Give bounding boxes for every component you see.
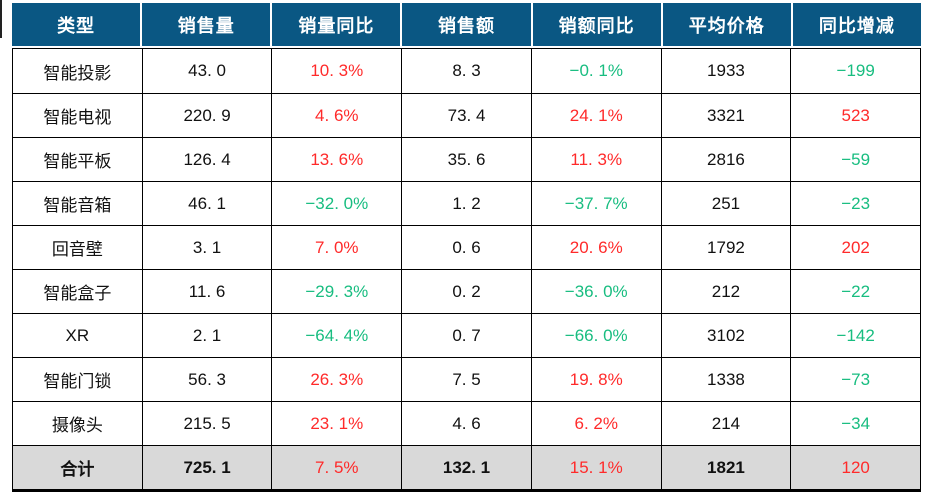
cell-yoy-change: −199 bbox=[790, 49, 920, 93]
table-total-row: 合计 725. 1 7. 5% 132. 1 15. 1% 1821 120 bbox=[13, 445, 920, 489]
table-row: 智能音箱 46. 1 −32. 0% 1. 2 −37. 7% 251 −23 bbox=[13, 181, 920, 225]
header-cell-avg-price: 平均价格 bbox=[660, 3, 791, 46]
header-cell-sales-volume: 销售量 bbox=[140, 3, 270, 46]
header-cell-amount-yoy: 销额同比 bbox=[530, 3, 661, 46]
table-row: 智能电视 220. 9 4. 6% 73. 4 24. 1% 3321 523 bbox=[13, 93, 920, 137]
cell-amount-yoy: 11. 3% bbox=[530, 138, 661, 181]
cell-sales-volume: 11. 6 bbox=[141, 270, 272, 313]
cell-sales-volume: 43. 0 bbox=[141, 49, 272, 93]
cell-sales-volume: 56. 3 bbox=[141, 358, 272, 401]
cell-volume-yoy: −29. 3% bbox=[271, 270, 401, 313]
cell-sales-volume: 3. 1 bbox=[141, 226, 272, 269]
cell-sales-amount: 73. 4 bbox=[401, 94, 531, 137]
cell-type: 智能平板 bbox=[43, 152, 112, 171]
cell-yoy-change: −23 bbox=[790, 182, 920, 225]
cell-sales-amount: 4. 6 bbox=[401, 402, 531, 445]
header-cell-sales-amount: 销售额 bbox=[400, 3, 530, 46]
table-row: XR 2. 1 −64. 4% 0. 7 −66. 0% 3102 −142 bbox=[13, 313, 920, 357]
cell-yoy-change: −142 bbox=[790, 314, 920, 357]
cell-type: 摄像头 bbox=[51, 416, 103, 435]
sales-data-table: 类型 销售量 销量同比 销售额 销额同比 平均价格 同比增减 智能投影 43. … bbox=[12, 3, 921, 492]
cell-avg-price: 212 bbox=[660, 270, 791, 313]
cell-avg-price: 2816 bbox=[660, 138, 791, 181]
table-header-row: 类型 销售量 销量同比 销售额 销额同比 平均价格 同比增减 bbox=[12, 3, 921, 46]
cell-volume-yoy: 7. 0% bbox=[271, 226, 401, 269]
header-cell-type: 类型 bbox=[57, 15, 96, 36]
left-edge-artifact bbox=[0, 0, 2, 38]
cell-avg-price: 1792 bbox=[660, 226, 791, 269]
cell-amount-yoy: −66. 0% bbox=[530, 314, 661, 357]
cell-yoy-change: 120 bbox=[790, 446, 920, 489]
table-row: 智能投影 43. 0 10. 3% 8. 3 −0. 1% 1933 −199 bbox=[13, 49, 920, 93]
cell-type: 智能音箱 bbox=[43, 196, 112, 215]
cell-type: 智能投影 bbox=[43, 63, 112, 83]
cell-sales-amount: 7. 5 bbox=[401, 358, 531, 401]
cell-sales-amount: 0. 2 bbox=[401, 270, 531, 313]
cell-sales-amount: 8. 3 bbox=[401, 49, 531, 93]
cell-volume-yoy: 7. 5% bbox=[271, 446, 401, 489]
cell-volume-yoy: −64. 4% bbox=[271, 314, 401, 357]
cell-type: 智能门锁 bbox=[43, 372, 112, 391]
cell-type: 合计 bbox=[60, 460, 95, 479]
header-cell-yoy-change: 同比增减 bbox=[790, 3, 921, 46]
cell-type: 智能电视 bbox=[43, 108, 112, 127]
table-row: 智能平板 126. 4 13. 6% 35. 6 11. 3% 2816 −59 bbox=[13, 137, 920, 181]
cell-amount-yoy: 24. 1% bbox=[530, 94, 661, 137]
cell-yoy-change: 523 bbox=[790, 94, 920, 137]
cell-amount-yoy: 20. 6% bbox=[530, 226, 661, 269]
cell-volume-yoy: 13. 6% bbox=[271, 138, 401, 181]
header-cell-volume-yoy: 销量同比 bbox=[270, 3, 400, 46]
cell-sales-volume: 46. 1 bbox=[141, 182, 272, 225]
cell-sales-amount: 0. 6 bbox=[401, 226, 531, 269]
cell-yoy-change: 202 bbox=[790, 226, 920, 269]
cell-amount-yoy: 6. 2% bbox=[530, 402, 661, 445]
cell-avg-price: 1821 bbox=[660, 446, 791, 489]
cell-yoy-change: −59 bbox=[790, 138, 920, 181]
cell-avg-price: 214 bbox=[660, 402, 791, 445]
cell-sales-volume: 126. 4 bbox=[141, 138, 272, 181]
cell-avg-price: 1338 bbox=[660, 358, 791, 401]
cell-sales-volume: 215. 5 bbox=[141, 402, 272, 445]
cell-volume-yoy: 23. 1% bbox=[271, 402, 401, 445]
table-row: 智能门锁 56. 3 26. 3% 7. 5 19. 8% 1338 −73 bbox=[13, 357, 920, 401]
cell-yoy-change: −73 bbox=[790, 358, 920, 401]
cell-amount-yoy: −37. 7% bbox=[530, 182, 661, 225]
cell-type: 回音壁 bbox=[51, 240, 103, 259]
cell-type: 智能盒子 bbox=[43, 284, 112, 303]
cell-sales-volume: 725. 1 bbox=[141, 446, 272, 489]
cell-amount-yoy: 15. 1% bbox=[530, 446, 661, 489]
cell-sales-amount: 132. 1 bbox=[401, 446, 531, 489]
cell-sales-volume: 2. 1 bbox=[141, 314, 272, 357]
cell-volume-yoy: −32. 0% bbox=[271, 182, 401, 225]
cell-sales-amount: 35. 6 bbox=[401, 138, 531, 181]
cell-volume-yoy: 26. 3% bbox=[271, 358, 401, 401]
table-row: 智能盒子 11. 6 −29. 3% 0. 2 −36. 0% 212 −22 bbox=[13, 269, 920, 313]
cell-amount-yoy: −0. 1% bbox=[530, 49, 661, 93]
cell-type: XR bbox=[65, 325, 90, 345]
cell-sales-amount: 0. 7 bbox=[401, 314, 531, 357]
cell-avg-price: 3321 bbox=[660, 94, 791, 137]
cell-avg-price: 1933 bbox=[660, 49, 791, 93]
cell-yoy-change: −34 bbox=[790, 402, 920, 445]
cell-avg-price: 3102 bbox=[660, 314, 791, 357]
cell-volume-yoy: 4. 6% bbox=[271, 94, 401, 137]
cell-volume-yoy: 10. 3% bbox=[271, 49, 401, 93]
cell-yoy-change: −22 bbox=[790, 270, 920, 313]
cell-amount-yoy: −36. 0% bbox=[530, 270, 661, 313]
table-row: 回音壁 3. 1 7. 0% 0. 6 20. 6% 1792 202 bbox=[13, 225, 920, 269]
table-row: 摄像头 215. 5 23. 1% 4. 6 6. 2% 214 −34 bbox=[13, 401, 920, 445]
cell-amount-yoy: 19. 8% bbox=[530, 358, 661, 401]
cell-sales-amount: 1. 2 bbox=[401, 182, 531, 225]
table-body: 智能投影 43. 0 10. 3% 8. 3 −0. 1% 1933 −199 … bbox=[12, 48, 921, 492]
cell-sales-volume: 220. 9 bbox=[141, 94, 272, 137]
cell-avg-price: 251 bbox=[660, 182, 791, 225]
